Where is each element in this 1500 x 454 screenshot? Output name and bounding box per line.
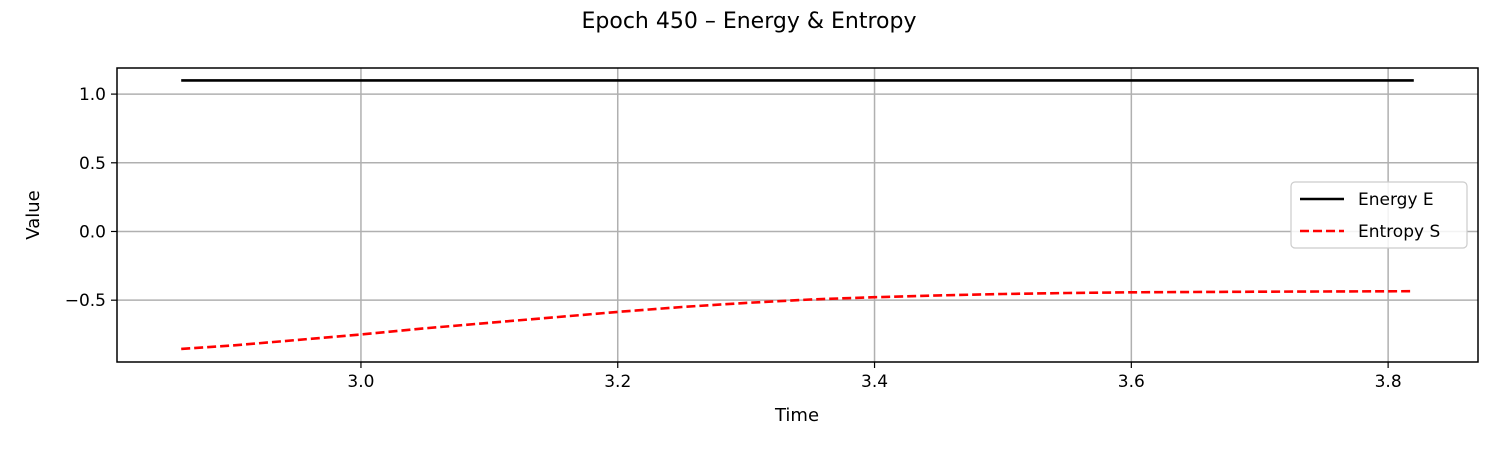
- x-tick-label: 3.6: [1118, 372, 1145, 392]
- y-tick-label: 0.5: [79, 154, 106, 174]
- y-tick-label: 1.0: [79, 85, 106, 105]
- x-tick-label: 3.2: [604, 372, 631, 392]
- axis-ticks: 3.0 3.2 3.4 3.6 3.8 1.0 0.5 0.0 −0.5: [65, 85, 1402, 392]
- y-tick-label: 0.0: [79, 222, 106, 242]
- plot-frame: [116, 67, 1479, 363]
- legend-label: Energy E: [1358, 190, 1434, 210]
- x-tick-label: 3.0: [347, 372, 374, 392]
- series-layer: [181, 79, 1414, 351]
- legend-label: Entropy S: [1358, 222, 1440, 242]
- y-axis-label: Value: [23, 190, 44, 239]
- x-tick-label: 3.4: [861, 372, 888, 392]
- legend: Energy E Entropy S: [1290, 181, 1468, 249]
- chart-title: Epoch 450 – Energy & Entropy: [582, 9, 917, 34]
- x-axis-label: Time: [774, 405, 819, 426]
- x-tick-label: 3.8: [1375, 372, 1402, 392]
- series-line-entropy-s: [181, 289, 1414, 351]
- grid-lines: [117, 68, 1478, 362]
- y-tick-label: −0.5: [65, 291, 106, 311]
